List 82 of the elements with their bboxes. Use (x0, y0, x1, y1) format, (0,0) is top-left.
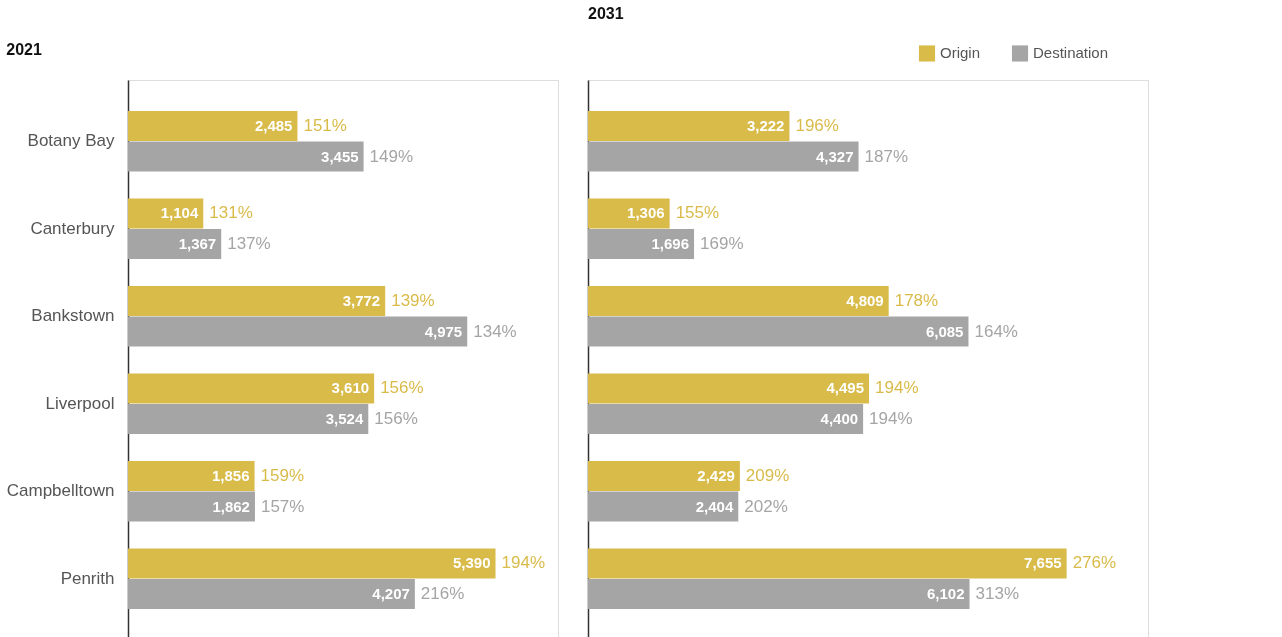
bar (128, 141, 364, 172)
bar (588, 373, 870, 404)
data-label: 5,390 (452, 554, 491, 572)
annotation: 169% (700, 234, 744, 254)
data-label: 4,327 (816, 147, 854, 165)
annotation: 139% (391, 290, 435, 310)
annotation: 194% (501, 553, 546, 573)
bar (588, 491, 739, 522)
y-tick-label: Bankstown (31, 306, 115, 326)
data-label: 1,367 (178, 235, 217, 253)
annotation: 313% (975, 584, 1020, 604)
bar (128, 579, 415, 610)
data-label: 1,696 (651, 235, 690, 253)
bar (128, 198, 204, 229)
data-label: 1,306 (627, 204, 665, 222)
data-label: 4,809 (846, 291, 884, 309)
data-label: 6,102 (926, 585, 965, 603)
data-label: 4,207 (372, 585, 410, 603)
bar (588, 404, 864, 435)
bar (588, 110, 790, 141)
annotation: 202% (744, 496, 788, 516)
data-label: 1,104 (160, 204, 199, 222)
annotation: 194% (869, 409, 913, 429)
bar (128, 404, 369, 435)
legend-label: Origin (940, 44, 981, 62)
data-label: 4,400 (820, 410, 859, 428)
bar (128, 548, 496, 579)
bar (128, 110, 298, 141)
annotation: 178% (894, 290, 939, 310)
bar (128, 229, 222, 260)
bar (588, 198, 670, 229)
annotation: 194% (875, 378, 919, 398)
annotation: 159% (260, 465, 305, 485)
y-tick-label: Canterbury (30, 218, 115, 238)
data-label: 2,404 (695, 497, 734, 515)
y-tick-label: Liverpool (45, 393, 115, 413)
bar (128, 491, 255, 522)
bar (588, 229, 695, 260)
data-label: 3,772 (342, 291, 381, 309)
annotation: 209% (745, 465, 790, 485)
data-label: 6,085 (925, 322, 964, 340)
bar (588, 316, 969, 347)
bar (588, 285, 889, 316)
annotation: 134% (473, 321, 517, 341)
annotation: 187% (864, 146, 909, 166)
annotation: 196% (795, 115, 839, 135)
data-label: 1,856 (212, 466, 250, 484)
annotation: 164% (974, 321, 1018, 341)
annotation: 149% (369, 146, 414, 166)
chart-title: 2021 (6, 41, 42, 58)
data-label: 3,610 (331, 379, 370, 397)
annotation: 157% (260, 496, 305, 516)
y-tick-label: Penrith (60, 568, 115, 588)
bar (588, 141, 859, 172)
bar (588, 548, 1067, 579)
annotation: 156% (380, 378, 424, 398)
y-tick-label: Campbelltown (6, 481, 115, 501)
data-label: 4,495 (826, 379, 865, 397)
legend-label: Destination (1033, 44, 1109, 62)
bar (128, 316, 468, 347)
annotation: 216% (420, 584, 465, 604)
bar (128, 285, 386, 316)
bar (588, 460, 740, 491)
data-label: 1,862 (212, 497, 250, 515)
chart-title: 2031 (588, 5, 624, 22)
bar (128, 373, 375, 404)
data-label: 3,455 (321, 147, 359, 165)
data-label: 2,485 (254, 116, 293, 134)
bar (588, 579, 970, 610)
annotation: 155% (675, 203, 720, 223)
annotation: 151% (303, 115, 347, 135)
y-tick-label: Botany Bay (27, 131, 115, 151)
data-label: 3,222 (746, 116, 785, 134)
data-label: 2,429 (697, 466, 735, 484)
data-label: 4,975 (424, 322, 463, 340)
annotation: 131% (209, 203, 253, 223)
annotation: 137% (227, 234, 271, 254)
bar (128, 460, 255, 491)
data-label: 7,655 (1024, 554, 1062, 572)
data-label: 3,524 (325, 410, 364, 428)
annotation: 156% (374, 409, 418, 429)
annotation: 276% (1072, 553, 1117, 573)
